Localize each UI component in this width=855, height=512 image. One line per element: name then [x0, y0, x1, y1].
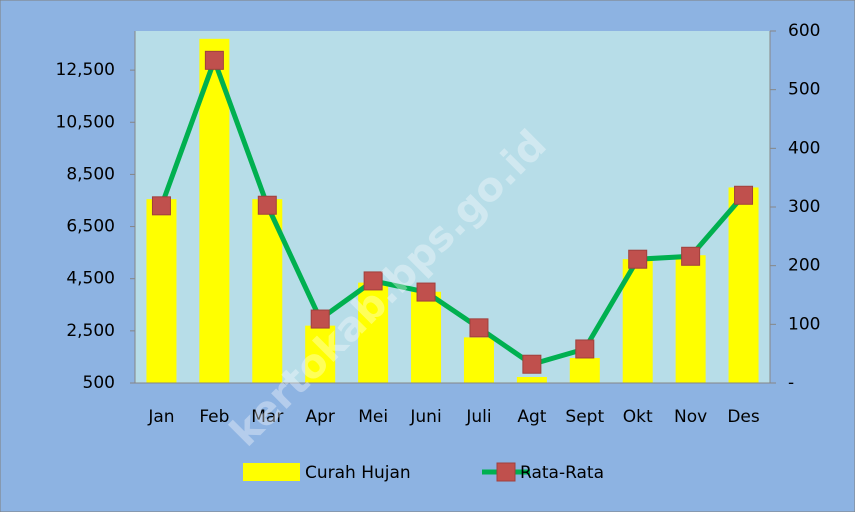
y-tick-label: 2,500	[66, 321, 115, 341]
bar	[358, 282, 389, 383]
marker	[151, 196, 171, 216]
x-tick-label: Feb	[199, 407, 229, 427]
marker	[257, 195, 277, 215]
bar	[516, 377, 547, 383]
legend-swatch	[243, 463, 300, 481]
marker	[469, 318, 489, 338]
marker	[628, 249, 648, 269]
y-tick-label: 4,500	[66, 269, 115, 289]
bar	[146, 199, 177, 383]
y-tick-label: 500	[83, 373, 115, 393]
x-tick-label: Apr	[305, 407, 334, 427]
x-tick-label: Des	[727, 407, 760, 427]
marker	[363, 271, 383, 291]
legend-label: Curah Hujan	[305, 463, 411, 483]
x-tick-label: Mei	[358, 407, 388, 427]
x-tick-label: Mar	[251, 407, 283, 427]
x-tick-label: Sept	[565, 407, 604, 427]
x-tick-label: Jan	[147, 407, 174, 427]
marker	[734, 185, 754, 205]
bar	[199, 38, 230, 383]
marker	[204, 50, 224, 70]
y-tick-label: 8,500	[66, 164, 115, 184]
y2-tick-label: 300	[788, 197, 820, 217]
bar	[411, 291, 442, 383]
bar	[728, 187, 759, 383]
plot-area	[135, 31, 770, 383]
marker	[681, 246, 701, 266]
legend-marker	[496, 462, 516, 482]
y2-tick-label: 200	[788, 256, 820, 276]
bar	[675, 255, 706, 383]
y2-tick-label: 400	[788, 138, 820, 158]
bar	[569, 357, 600, 383]
x-tick-label: Okt	[623, 407, 653, 427]
marker	[575, 339, 595, 359]
bar	[305, 325, 336, 383]
bar	[463, 337, 494, 383]
y-tick-label: 10,500	[56, 112, 115, 132]
marker	[522, 354, 542, 374]
y-tick-label: 12,500	[56, 60, 115, 80]
legend-label: Rata-Rata	[520, 463, 604, 483]
x-tick-label: Juni	[409, 407, 441, 427]
y2-tick-label: 600	[788, 21, 820, 41]
x-tick-label: Nov	[674, 407, 707, 427]
marker	[310, 309, 330, 329]
y2-tick-label: 100	[788, 314, 820, 334]
x-tick-label: Agt	[517, 407, 546, 427]
y2-tick-label: 500	[788, 80, 820, 100]
marker	[416, 282, 436, 302]
y2-tick-label: -	[788, 373, 794, 393]
x-tick-label: Juli	[465, 407, 491, 427]
y-tick-label: 6,500	[66, 217, 115, 237]
